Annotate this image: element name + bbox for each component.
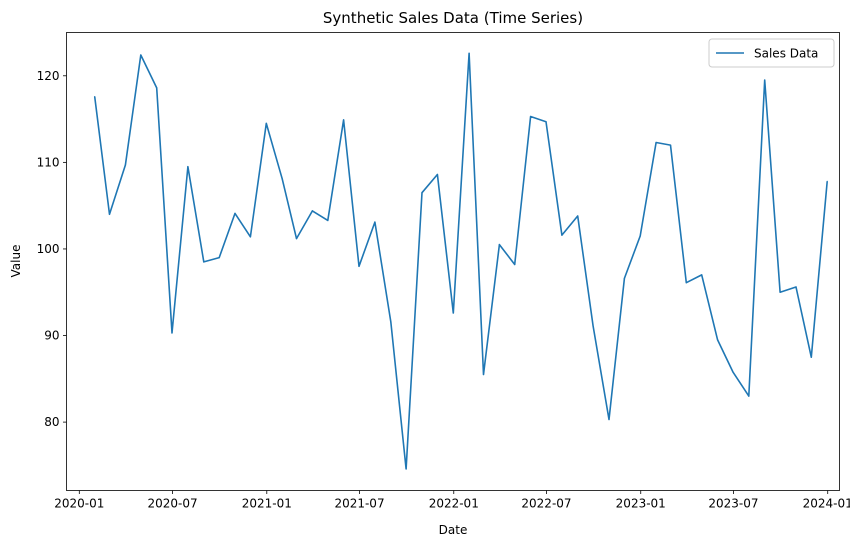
data-point	[717, 339, 719, 341]
x-axis-ticks: 2020-01 2020-07 2021-01 2021-07 2022-01 2022-…	[54, 490, 850, 511]
data-point	[623, 277, 626, 279]
y-tick-label: 120	[37, 69, 60, 83]
data-point	[530, 115, 532, 118]
x-tick-label: 2020-01	[54, 497, 104, 511]
series-line-sales-data	[93, 52, 828, 470]
data-point	[732, 371, 734, 373]
y-axis-label: Value	[9, 245, 23, 278]
data-point	[234, 212, 236, 214]
legend-label: Sales Data	[754, 47, 818, 61]
x-tick-label: 2021-01	[242, 497, 292, 511]
data-point	[592, 325, 594, 327]
x-tick-label: 2023-01	[616, 497, 666, 511]
x-tick-label: 2020-07	[147, 497, 197, 511]
data-point	[265, 122, 267, 124]
data-point	[171, 332, 173, 334]
data-point	[281, 178, 283, 180]
data-point	[295, 238, 298, 240]
data-point	[94, 96, 96, 98]
y-axis-ticks: 80 90 100 110 120	[37, 69, 67, 429]
series-layer	[93, 52, 828, 470]
data-point	[468, 52, 470, 54]
data-point	[374, 221, 376, 223]
data-point	[452, 312, 454, 314]
data-point	[764, 79, 766, 81]
plot-frame	[66, 32, 840, 491]
data-point	[826, 180, 828, 182]
data-point	[561, 234, 563, 236]
x-tick-label: 2023-07	[708, 497, 758, 511]
data-point	[498, 244, 500, 246]
data-point	[358, 265, 360, 267]
data-point	[108, 213, 111, 215]
data-point	[701, 274, 703, 276]
data-point	[748, 395, 750, 397]
data-point	[655, 141, 657, 144]
data-point	[810, 356, 812, 358]
data-point	[405, 468, 407, 470]
data-point	[779, 291, 781, 293]
data-point	[203, 261, 205, 263]
data-point	[218, 257, 220, 259]
data-point	[669, 144, 672, 146]
data-point	[343, 119, 345, 121]
y-tick-label: 110	[37, 155, 60, 169]
x-tick-label: 2021-07	[334, 497, 384, 511]
data-point	[608, 418, 610, 421]
data-point	[421, 192, 423, 194]
data-point	[436, 173, 438, 176]
data-point	[685, 282, 687, 284]
y-tick-label: 80	[44, 415, 59, 429]
x-tick-label: 2022-07	[521, 497, 571, 511]
legend: Sales Data	[708, 38, 835, 68]
y-tick-label: 90	[44, 329, 59, 343]
data-point	[795, 286, 797, 288]
data-point	[187, 166, 189, 168]
data-point	[639, 235, 641, 237]
data-point	[545, 121, 547, 123]
data-point	[156, 87, 158, 89]
data-point	[124, 164, 126, 166]
data-point	[577, 215, 579, 217]
chart-title: Synthetic Sales Data (Time Series)	[323, 9, 583, 27]
y-tick-label: 100	[37, 242, 60, 256]
x-axis-label: Date	[439, 523, 468, 537]
legend-box	[708, 38, 835, 68]
data-point	[327, 219, 329, 221]
data-point	[140, 54, 142, 56]
data-point	[482, 373, 485, 376]
data-point	[249, 236, 251, 238]
data-point	[514, 263, 516, 266]
data-point	[390, 321, 392, 323]
x-tick-label: 2024-01	[803, 497, 850, 511]
x-tick-label: 2022-01	[429, 497, 479, 511]
data-point	[311, 210, 313, 212]
